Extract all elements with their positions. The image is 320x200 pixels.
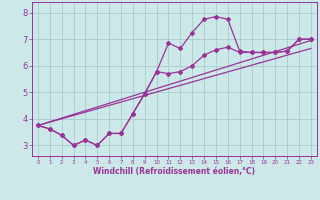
X-axis label: Windchill (Refroidissement éolien,°C): Windchill (Refroidissement éolien,°C): [93, 167, 255, 176]
